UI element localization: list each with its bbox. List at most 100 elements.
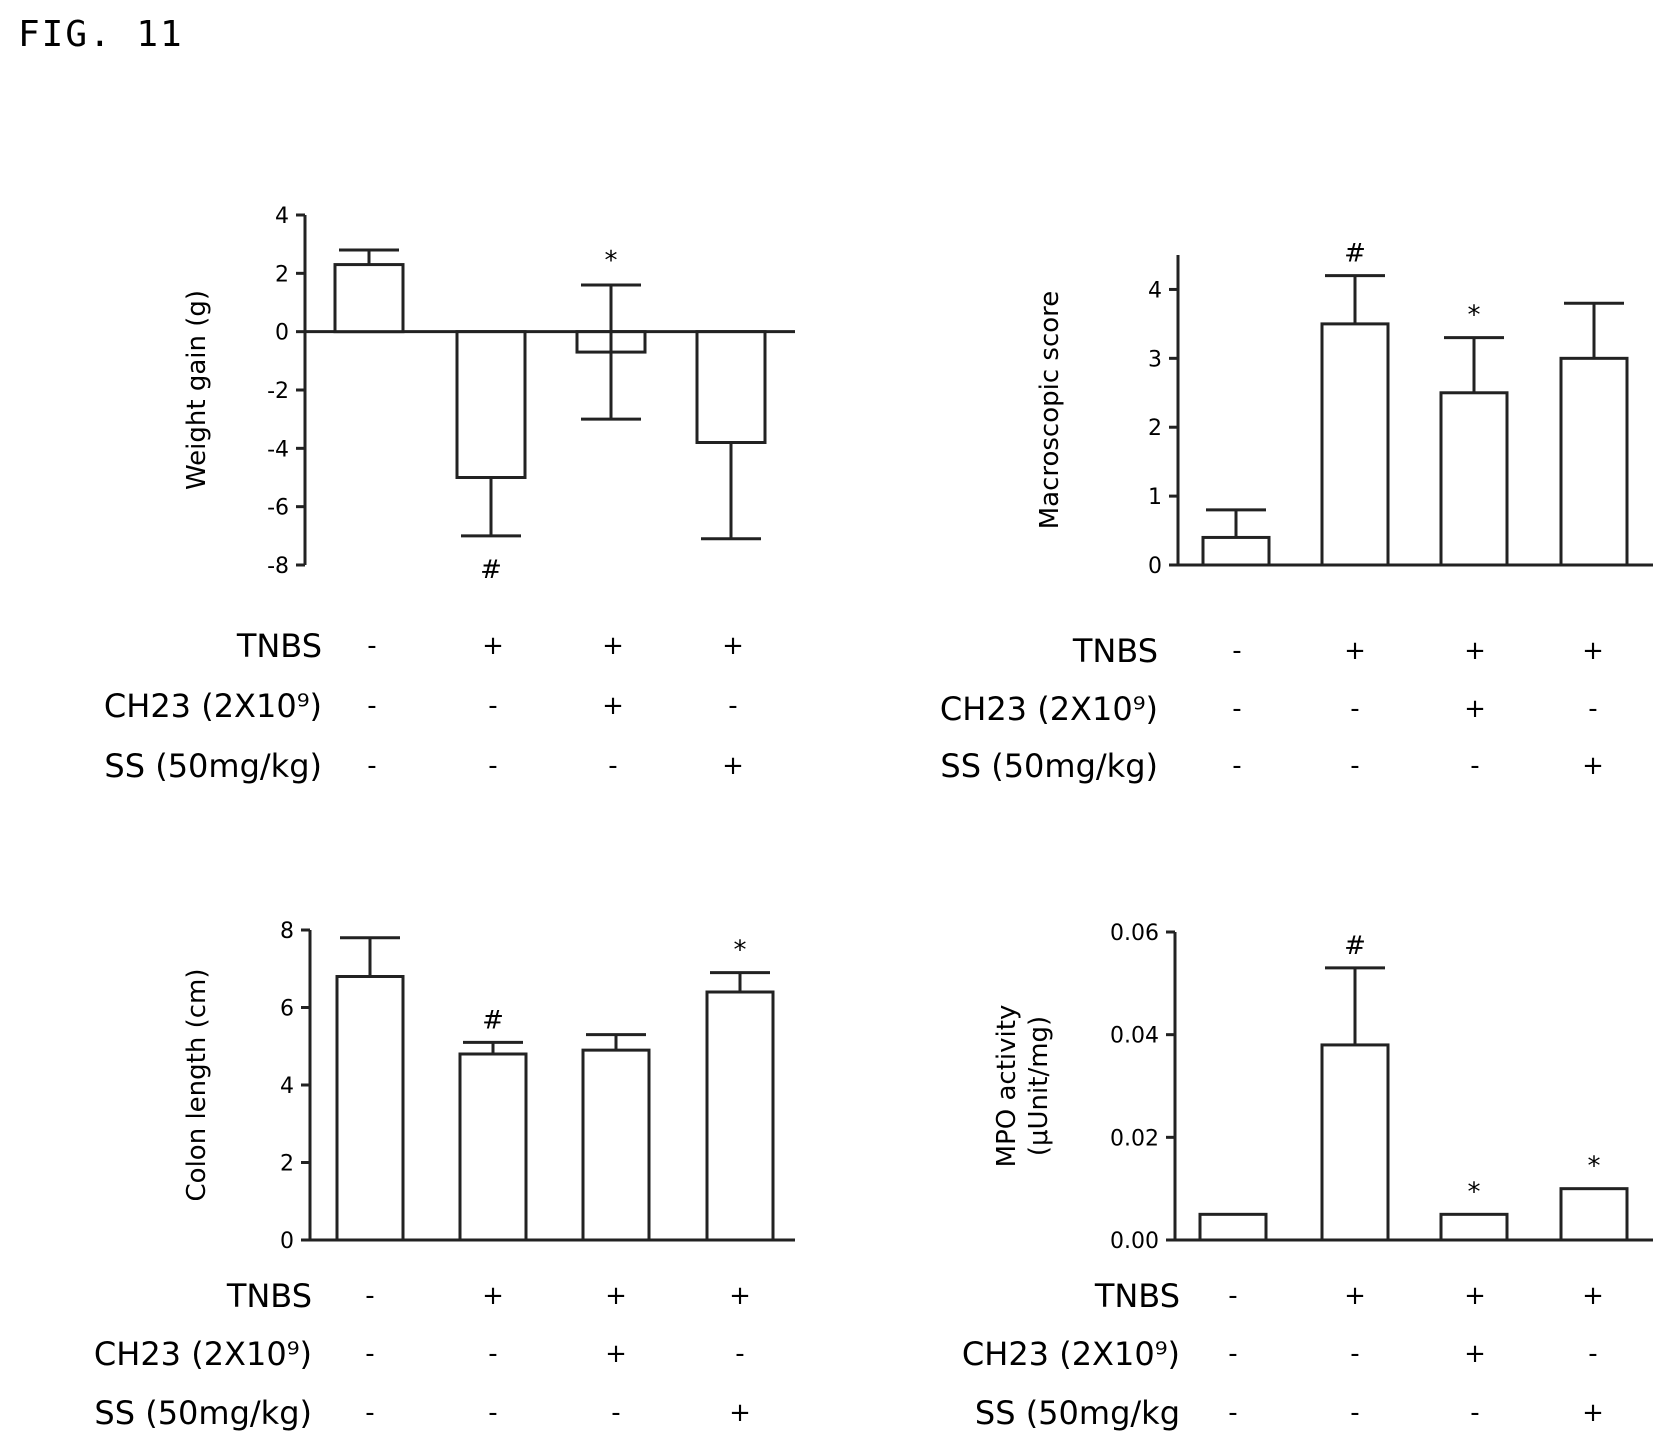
bar [333, 263, 405, 334]
treatment-sign: - [1228, 1339, 1237, 1369]
treatment-label: CH23 (2X10⁹) [104, 687, 322, 725]
treatment-sign: - [1350, 751, 1359, 781]
treatment-sign: - [488, 751, 497, 781]
significance-mark: # [482, 1005, 504, 1035]
significance-mark: # [1344, 931, 1366, 961]
treatment-label: SS (50mg/kg) [940, 747, 1158, 785]
treatment-sign: - [488, 691, 497, 721]
treatment-sign: - [488, 1339, 497, 1369]
treatment-sign: + [602, 631, 624, 661]
treatment-sign: + [729, 1281, 751, 1311]
y-tick-label: -2 [267, 379, 289, 404]
treatment-sign: + [1464, 636, 1486, 666]
treatment-sign: - [365, 1281, 374, 1311]
chart-panel-bottom-right: 0.06 0.04 0.02 0.00 MPO activity (μUnit/mg) # *… [962, 921, 1653, 1432]
treatment-label: TNBS [1094, 1277, 1180, 1315]
y-axis-label: Macroscopic score [1035, 291, 1065, 530]
bar [455, 330, 527, 479]
treatment-label: TNBS [1072, 632, 1158, 670]
significance-mark: * [1468, 301, 1481, 331]
bar [705, 990, 775, 1242]
treatment-sign: + [482, 631, 504, 661]
treatment-sign: + [1582, 751, 1604, 781]
treatment-sign: - [1588, 694, 1597, 724]
treatment-sign: - [1350, 1398, 1359, 1428]
bar [581, 1048, 651, 1242]
treatment-sign: + [482, 1281, 504, 1311]
y-tick-label: 3 [1148, 347, 1162, 372]
y-axis-label: MPO activity [992, 1005, 1022, 1168]
y-tick-label: 0.02 [1110, 1126, 1159, 1151]
treatment-sign: + [722, 631, 744, 661]
treatment-sign: + [1344, 636, 1366, 666]
treatment-sign: - [367, 751, 376, 781]
treatment-sign: - [1232, 636, 1241, 666]
bar [1439, 391, 1509, 567]
treatment-sign: + [1464, 694, 1486, 724]
treatment-label: TNBS [236, 627, 322, 665]
y-tick-label: -4 [267, 437, 289, 462]
y-tick-label: 0 [1148, 554, 1162, 579]
y-axis-label: Weight gain (g) [182, 290, 212, 490]
treatment-sign: - [1470, 751, 1479, 781]
bar [1320, 1043, 1390, 1242]
y-tick-label: -6 [267, 496, 289, 521]
treatment-sign: - [365, 1398, 374, 1428]
treatment-sign: - [488, 1398, 497, 1428]
significance-mark: * [1468, 1177, 1481, 1207]
treatment-sign: + [1582, 1398, 1604, 1428]
treatment-sign: - [611, 1398, 620, 1428]
treatment-sign: - [367, 631, 376, 661]
treatment-label: SS (50mg/kg) [104, 747, 322, 785]
y-tick-label: 0.06 [1110, 921, 1159, 946]
significance-mark: * [605, 246, 618, 276]
treatment-sign: - [608, 751, 617, 781]
chart-panel-bottom-left: 8 6 4 2 0 Colon length (cm) # * TNBS - + + + CH23 (2X… [94, 919, 795, 1432]
y-tick-label: 4 [1148, 278, 1162, 303]
treatment-label: SS (50mg/kg [975, 1394, 1180, 1432]
figure-label: FIG. 11 [18, 14, 184, 55]
treatment-label: SS (50mg/kg) [94, 1394, 312, 1432]
bar [335, 975, 405, 1242]
significance-mark: * [1588, 1152, 1601, 1182]
bar [1198, 1212, 1268, 1242]
treatment-sign: - [1588, 1339, 1597, 1369]
treatment-sign: - [365, 1339, 374, 1369]
treatment-sign: - [1228, 1281, 1237, 1311]
bar [1559, 1187, 1629, 1242]
y-tick-label: 2 [1148, 416, 1162, 441]
treatment-label: CH23 (2X10⁹) [940, 690, 1158, 728]
y-tick-label: 2 [275, 262, 289, 287]
treatment-sign: - [1232, 751, 1241, 781]
treatment-sign: + [1582, 636, 1604, 666]
treatment-sign: + [729, 1398, 751, 1428]
bar [1201, 535, 1271, 567]
bar [1559, 356, 1629, 567]
significance-mark: * [734, 936, 747, 966]
y-tick-label: 6 [280, 997, 294, 1022]
y-tick-label: 2 [280, 1152, 294, 1177]
bar [1439, 1212, 1509, 1242]
chart-panel-top-left: 4 2 0 -2 -4 -6 -8 Weight gain (g) # * TNBS - + + + CH23… [104, 204, 795, 785]
treatment-sign: + [722, 751, 744, 781]
significance-mark: # [1344, 239, 1366, 269]
y-tick-label: 4 [275, 204, 289, 229]
y-axis-label: Colon length (cm) [182, 969, 212, 1202]
y-tick-label: 0.00 [1110, 1229, 1159, 1254]
treatment-sign: + [1582, 1281, 1604, 1311]
y-tick-label: -8 [267, 554, 289, 579]
chart-panel-top-right: 4 3 2 1 0 Macroscopic score # * TNBS - + + + CH23 (2X… [940, 239, 1653, 785]
treatment-sign: + [605, 1339, 627, 1369]
treatment-sign: + [602, 691, 624, 721]
treatment-sign: - [1350, 1339, 1359, 1369]
treatment-sign: - [1470, 1398, 1479, 1428]
y-tick-label: 8 [280, 919, 294, 944]
treatment-sign: - [735, 1339, 744, 1369]
y-tick-label: 0 [275, 321, 289, 346]
treatment-sign: - [1228, 1398, 1237, 1428]
treatment-sign: - [728, 691, 737, 721]
y-tick-label: 0 [280, 1229, 294, 1254]
treatment-label: TNBS [226, 1277, 312, 1315]
bar [695, 330, 767, 444]
y-axis-label-unit: (μUnit/mg) [1024, 1016, 1054, 1156]
